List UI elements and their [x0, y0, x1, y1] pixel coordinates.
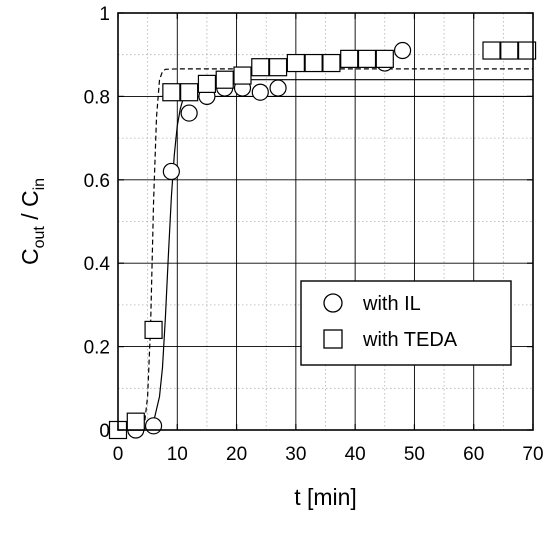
legend-marker-with-teda: [323, 329, 343, 349]
legend-label-with-il: with IL: [362, 293, 421, 315]
point-with-teda: [322, 53, 341, 73]
point-with-teda: [233, 66, 252, 85]
y-tick-label: 1: [99, 4, 110, 25]
y-label-sub-out: out: [31, 226, 48, 249]
x-tick-label: 0: [113, 444, 124, 465]
point-with-teda: [517, 41, 537, 60]
point-with-teda: [375, 49, 394, 68]
data-markers: [108, 41, 537, 440]
y-tick-label: 0.2: [84, 338, 110, 359]
axis-ticks: [117, 12, 534, 431]
point-with-teda: [357, 49, 377, 68]
x-tick-labels: 0 10 20 30 40 50 60 70: [113, 444, 544, 465]
y-tick-label: 0.6: [84, 171, 110, 192]
point-with-teda: [180, 83, 199, 102]
legend-marker-with-il: [323, 293, 343, 313]
point-with-teda: [286, 53, 305, 73]
point-with-il: [144, 417, 163, 435]
y-tick-label: 0.8: [84, 87, 110, 108]
minor-grid: [118, 13, 533, 430]
point-with-il: [269, 79, 287, 97]
point-with-teda: [126, 412, 145, 431]
point-with-il: [162, 162, 180, 181]
legend: with IL with TEDA: [300, 280, 512, 366]
legend-label-with-teda: with TEDA: [362, 329, 458, 351]
x-tick-label: 50: [404, 444, 425, 465]
y-label-sub-in: in: [31, 178, 48, 190]
point-with-teda: [162, 83, 181, 102]
point-with-teda: [304, 53, 323, 73]
point-with-teda: [340, 49, 359, 68]
x-tick-label: 70: [522, 444, 543, 465]
point-with-il: [180, 104, 198, 122]
y-tick-labels: 0 0.2 0.4 0.6 0.8 1: [84, 4, 111, 442]
point-with-teda: [197, 74, 217, 93]
x-tick-label: 20: [226, 444, 247, 465]
point-with-teda: [251, 58, 270, 77]
x-tick-label: 10: [167, 444, 188, 465]
point-with-il: [251, 83, 269, 101]
point-with-teda: [500, 41, 519, 60]
point-with-teda: [215, 70, 234, 89]
plot-frame: [117, 12, 534, 431]
x-tick-label: 40: [345, 444, 366, 465]
y-label-main: C: [17, 248, 43, 265]
y-tick-label: 0.4: [84, 254, 111, 275]
point-with-teda: [482, 41, 501, 60]
x-tick-label: 60: [463, 444, 484, 465]
y-tick-label: 0: [99, 421, 110, 442]
point-with-il: [393, 41, 412, 60]
point-with-teda: [144, 320, 163, 340]
y-label-sep: / C: [17, 190, 43, 226]
point-with-teda: [268, 58, 288, 77]
y-axis-label: Cout / Cin: [17, 178, 48, 265]
x-axis-label: t [min]: [294, 484, 357, 510]
fit-curve-with-teda: [117, 68, 533, 431]
x-tick-label: 30: [285, 444, 306, 465]
